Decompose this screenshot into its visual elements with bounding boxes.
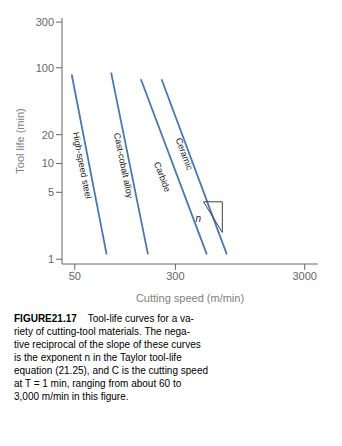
svg-text:300: 300 <box>166 270 184 282</box>
svg-text:1: 1 <box>48 253 54 265</box>
svg-text:Cast-cobalt alloy: Cast-cobalt alloy <box>112 132 135 200</box>
svg-text:5: 5 <box>48 186 54 198</box>
svg-text:100: 100 <box>36 62 54 74</box>
svg-text:High-speed steel: High-speed steel <box>71 131 94 199</box>
html-text:FIGURE​21.17 Tool-life curves: FIGURE​21.17 Tool-life curves for a va- … <box>14 313 208 402</box>
svg-text:20: 20 <box>42 129 54 141</box>
svg-text:Carbide: Carbide <box>152 160 172 193</box>
svg-text:50: 50 <box>69 270 81 282</box>
svg-text:10: 10 <box>42 157 54 169</box>
svg-text:3000: 3000 <box>292 270 316 282</box>
svg-text:Ceramic: Ceramic <box>174 136 195 171</box>
svg-text:Tool life (min): Tool life (min) <box>14 108 26 173</box>
svg-text:n: n <box>195 213 201 224</box>
svg-text:300: 300 <box>36 16 54 28</box>
svg-text:Cutting speed (m/min): Cutting speed (m/min) <box>136 292 244 304</box>
